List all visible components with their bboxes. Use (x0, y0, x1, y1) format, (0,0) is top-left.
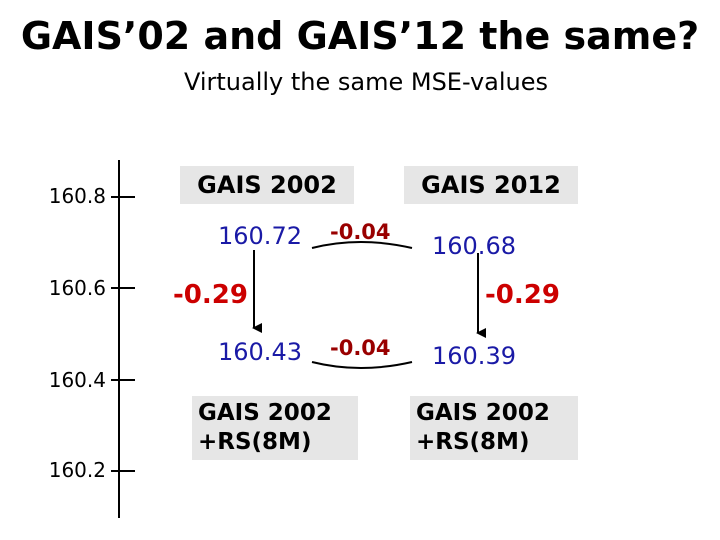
drop-gais-2012: -0.29 (485, 280, 560, 310)
result-box-left: GAIS 2002 +RS(8M) (192, 396, 358, 460)
link-curve-top (311, 241, 413, 249)
value-gais-2012-top: 160.68 (432, 232, 516, 260)
value-gais-2002-bottom: 160.43 (218, 338, 302, 366)
axis-tick-label: 160.4 (48, 368, 106, 392)
axis-tick-label: 160.6 (48, 276, 106, 300)
difference-bottom: -0.04 (330, 336, 391, 360)
value-gais-2012-bottom: 160.39 (432, 342, 516, 370)
header-box-gais-2012: GAIS 2012 (404, 166, 578, 204)
slide-title: GAIS’02 and GAIS’12 the same? (20, 14, 700, 58)
slide-subtitle: Virtually the same MSE-values (183, 68, 549, 96)
difference-top: -0.04 (330, 220, 391, 244)
drop-gais-2002: -0.29 (173, 280, 248, 310)
result-box-line: GAIS 2002 (416, 400, 550, 426)
axis-tick-label: 160.8 (48, 184, 106, 208)
axis-tick-label: 160.2 (48, 458, 106, 482)
result-box-line: GAIS 2002 (198, 400, 332, 426)
result-box-right: GAIS 2002 +RS(8M) (410, 396, 578, 460)
result-box-line: +RS(8M) (416, 429, 530, 455)
link-curve-bottom (311, 361, 413, 369)
result-box-line: +RS(8M) (198, 429, 312, 455)
value-gais-2002-top: 160.72 (218, 222, 302, 250)
header-box-gais-2002: GAIS 2002 (180, 166, 354, 204)
